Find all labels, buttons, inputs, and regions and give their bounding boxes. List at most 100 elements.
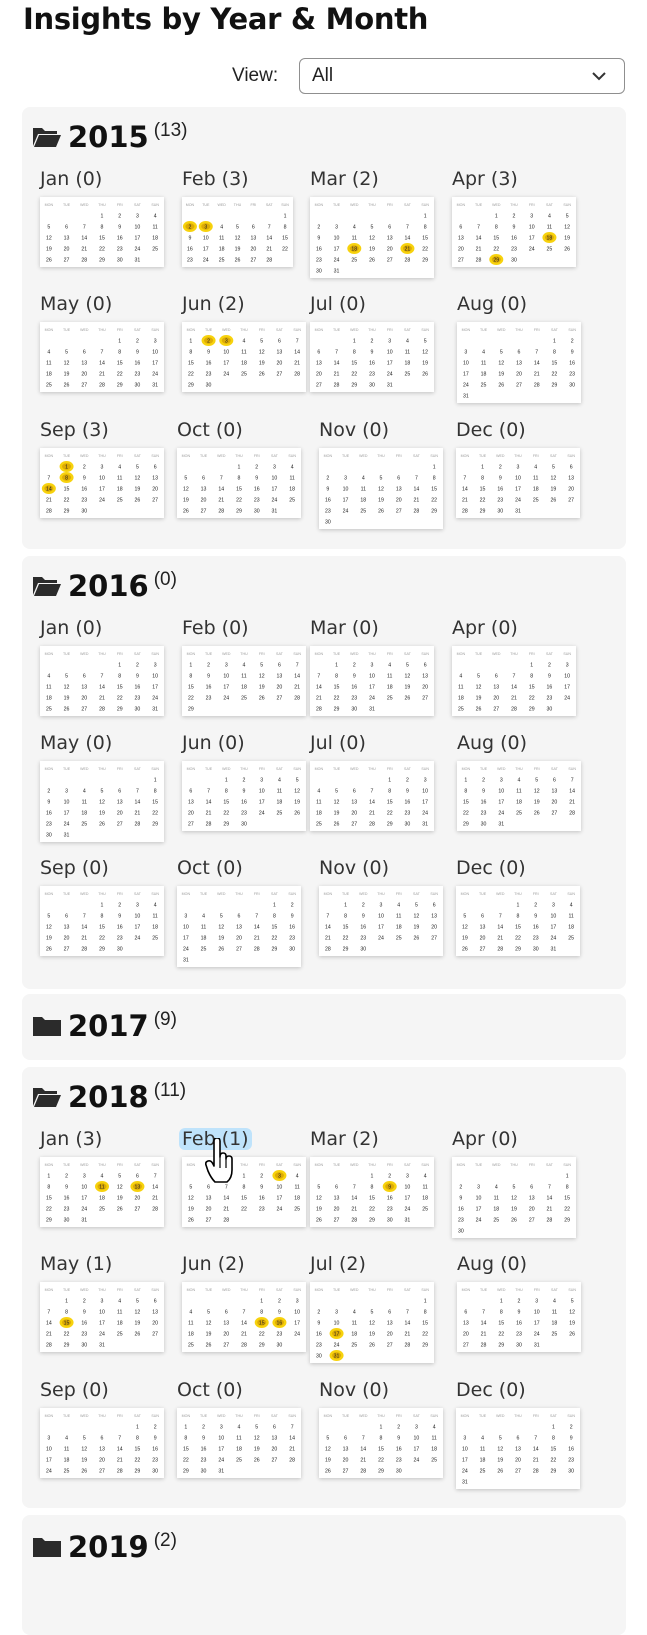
- calendar-day[interactable]: 4: [278, 778, 281, 784]
- calendar-day[interactable]: 11: [552, 1310, 557, 1316]
- calendar-day[interactable]: 9: [65, 1185, 68, 1191]
- calendar-day[interactable]: 3: [517, 465, 520, 471]
- calendar-day[interactable]: 4: [101, 1174, 104, 1180]
- calendar-day[interactable]: 24: [564, 696, 570, 702]
- calendar-day[interactable]: 18: [46, 696, 52, 702]
- calendar-day[interactable]: 28: [497, 947, 503, 953]
- calendar-day[interactable]: 29: [552, 383, 558, 389]
- calendar-day[interactable]: 24: [99, 1332, 105, 1338]
- calendar-day[interactable]: 26: [46, 947, 52, 953]
- calendar-day[interactable]: 29: [223, 822, 229, 828]
- calendar-day[interactable]: 9: [188, 236, 191, 242]
- calendar-day[interactable]: 24: [515, 498, 521, 504]
- month-label[interactable]: Nov (0): [319, 419, 390, 441]
- calendar-day[interactable]: 20: [552, 800, 558, 806]
- calendar-day[interactable]: 23: [152, 1458, 158, 1464]
- calendar-day[interactable]: 21: [152, 1196, 158, 1202]
- calendar-day[interactable]: 13: [81, 361, 87, 367]
- calendar-day[interactable]: 20: [99, 1458, 105, 1464]
- calendar-day[interactable]: 18: [294, 1196, 300, 1202]
- calendar-day[interactable]: 28: [325, 947, 331, 953]
- calendar-day[interactable]: 9: [362, 914, 365, 920]
- calendar-day[interactable]: 14: [99, 361, 105, 367]
- calendar-day[interactable]: 19: [135, 487, 141, 493]
- calendar-day[interactable]: 13: [206, 1196, 212, 1202]
- calendar-day[interactable]: 23: [387, 1207, 393, 1213]
- calendar-day[interactable]: 18: [405, 361, 411, 367]
- calendar-day[interactable]: 19: [206, 1332, 212, 1338]
- calendar-day[interactable]: 17: [387, 361, 393, 367]
- calendar-day[interactable]: 9: [518, 1310, 521, 1316]
- calendar-day[interactable]: 5: [47, 914, 50, 920]
- calendar-day[interactable]: 15: [117, 361, 123, 367]
- calendar-day[interactable]: 14: [46, 487, 52, 493]
- calendar-day[interactable]: 8: [189, 674, 192, 680]
- calendar-day[interactable]: 20: [81, 696, 87, 702]
- calendar-day[interactable]: 5: [326, 1436, 329, 1442]
- calendar-day[interactable]: 18: [360, 498, 366, 504]
- calendar-day[interactable]: 25: [152, 247, 158, 253]
- calendar-day[interactable]: 9: [118, 225, 121, 231]
- calendar-day[interactable]: 17: [462, 1458, 468, 1464]
- calendar-day[interactable]: 23: [81, 498, 87, 504]
- calendar-day[interactable]: 19: [235, 247, 241, 253]
- calendar-day[interactable]: 29: [188, 707, 194, 713]
- calendar-day[interactable]: 26: [117, 1207, 123, 1213]
- calendar-day[interactable]: 29: [378, 1469, 384, 1475]
- calendar-day[interactable]: 21: [81, 936, 87, 942]
- calendar-day[interactable]: 2: [388, 1174, 391, 1180]
- calendar-day[interactable]: 3: [535, 1299, 538, 1305]
- calendar-day[interactable]: 23: [569, 372, 575, 378]
- calendar-day[interactable]: 3: [296, 1299, 299, 1305]
- calendar-day[interactable]: 19: [476, 696, 482, 702]
- calendar-day[interactable]: 11: [241, 674, 246, 680]
- calendar-day[interactable]: 14: [81, 236, 87, 242]
- calendar-day[interactable]: 21: [334, 372, 340, 378]
- calendar-day[interactable]: 7: [83, 914, 86, 920]
- calendar-day[interactable]: 14: [405, 236, 411, 242]
- calendar-day[interactable]: 5: [463, 914, 466, 920]
- calendar-day[interactable]: 28: [360, 1469, 366, 1475]
- calendar-day[interactable]: 9: [207, 350, 210, 356]
- calendar-day[interactable]: 24: [476, 1218, 482, 1224]
- calendar-day[interactable]: 15: [480, 487, 486, 493]
- calendar-day[interactable]: 20: [480, 936, 486, 942]
- calendar-day[interactable]: 19: [259, 361, 265, 367]
- calendar-day[interactable]: 25: [547, 247, 553, 253]
- calendar-day[interactable]: 25: [351, 1343, 357, 1349]
- calendar-day[interactable]: 25: [360, 509, 366, 515]
- year-header[interactable]: 2017 (9): [32, 1008, 177, 1044]
- calendar-day[interactable]: 9: [154, 1436, 157, 1442]
- calendar-day[interactable]: 31: [272, 509, 278, 515]
- calendar-day[interactable]: 17: [183, 936, 189, 942]
- calendar-day[interactable]: 10: [476, 1196, 482, 1202]
- month-label[interactable]: Sep (3): [40, 419, 109, 441]
- calendar-day[interactable]: 4: [353, 225, 356, 231]
- calendar-day[interactable]: 20: [334, 1207, 340, 1213]
- month-label[interactable]: Oct (0): [177, 1379, 243, 1401]
- calendar-day[interactable]: 4: [154, 214, 157, 220]
- calendar-day[interactable]: 29: [152, 822, 158, 828]
- calendar-day[interactable]: 6: [344, 1436, 347, 1442]
- calendar-day[interactable]: 7: [291, 1425, 294, 1431]
- calendar-day[interactable]: 8: [424, 1310, 427, 1316]
- calendar-day[interactable]: 22: [64, 1332, 70, 1338]
- calendar-day[interactable]: 20: [223, 1332, 229, 1338]
- calendar-day[interactable]: 3: [47, 1436, 50, 1442]
- calendar-day[interactable]: 23: [516, 1332, 522, 1338]
- calendar-day[interactable]: 10: [405, 1185, 411, 1191]
- calendar-day[interactable]: 3: [101, 1299, 104, 1305]
- calendar-day[interactable]: 28: [241, 1343, 247, 1349]
- calendar-day[interactable]: 20: [152, 1321, 158, 1327]
- calendar-day[interactable]: 12: [46, 925, 52, 931]
- calendar-day[interactable]: 11: [46, 361, 51, 367]
- calendar-day[interactable]: 15: [99, 236, 105, 242]
- calendar-day[interactable]: 16: [396, 1447, 402, 1453]
- calendar-day[interactable]: 15: [378, 1447, 384, 1453]
- calendar-day[interactable]: 3: [273, 465, 276, 471]
- calendar-day[interactable]: 31: [387, 383, 393, 389]
- calendar-day[interactable]: 1: [273, 903, 276, 909]
